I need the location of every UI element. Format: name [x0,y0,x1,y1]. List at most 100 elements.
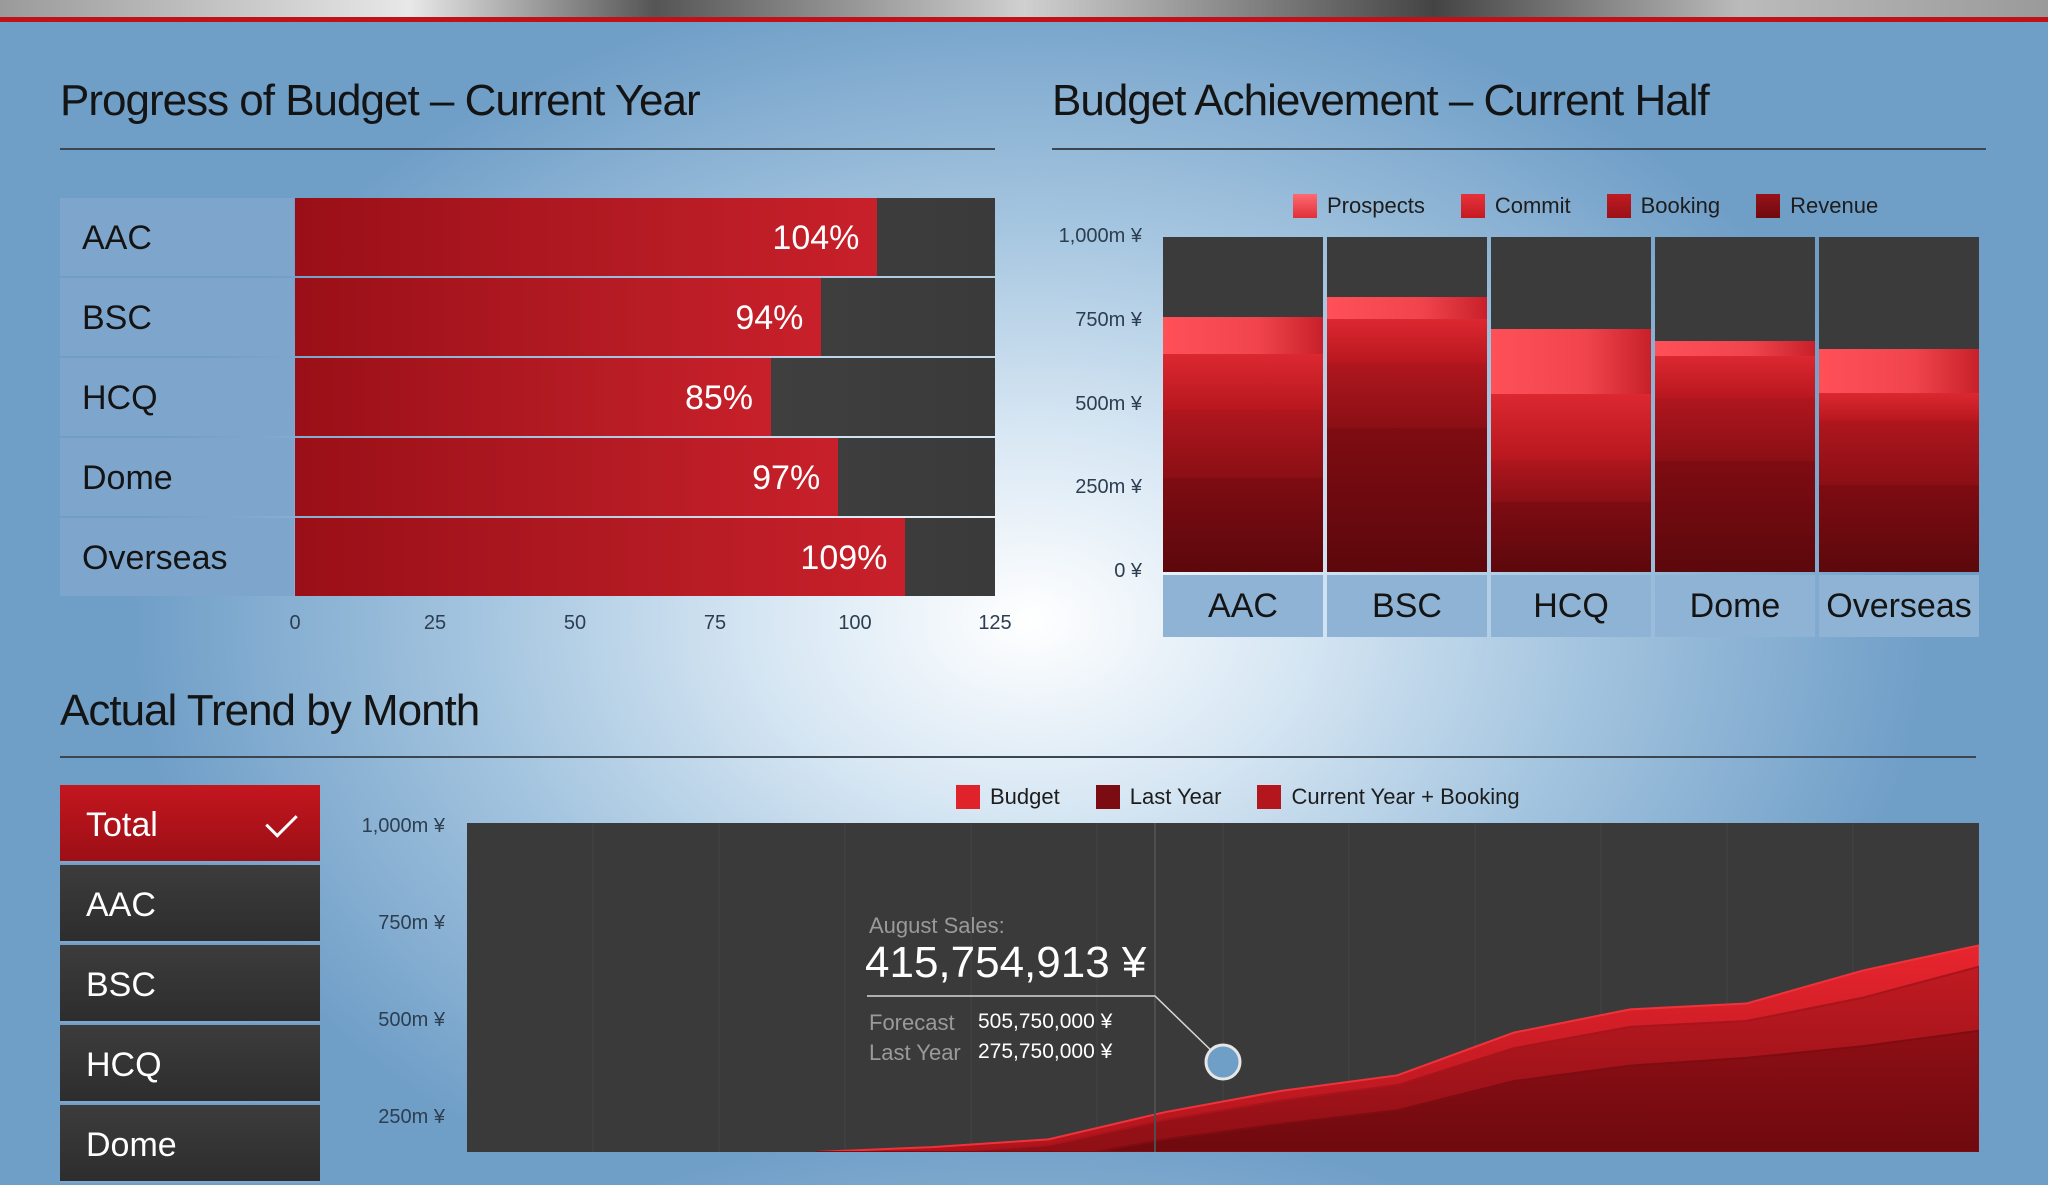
progress-bar [295,198,878,276]
area-last-year [815,1029,1979,1152]
progress-bar [295,278,822,356]
column-dome [1655,237,1815,572]
progress-x-tick: 50 [563,612,587,634]
progress-bar-chart: AAC 104% BSC 94% HCQ 85% Dome 97% Overseas 109% [60,198,995,628]
segment-revenue [1163,478,1323,572]
checkmark-icon [265,805,298,838]
achievement-y-tick: 500m ¥ [1075,392,1142,415]
achievement-y-tick: 0 ¥ [1114,560,1142,582]
segment-revenue [1819,484,1979,572]
progress-row-label: AAC [60,198,294,276]
column-aac [1163,237,1323,572]
trend-y-tick: 1,000m ¥ [361,815,445,837]
column-label-aac: AAC [1163,575,1323,637]
progress-value-label: 85% [684,379,753,417]
tooltip-caption: August Sales: [869,913,1005,938]
column-label-dome: Dome [1655,575,1815,637]
august-data-point [1204,1043,1242,1081]
achievement-stacked-chart [1163,237,1980,572]
menu-item-label: Total [86,806,158,844]
segment-prospects [1163,317,1323,355]
progress-x-tick: 0 [289,612,301,634]
progress-bar [295,518,906,596]
segment-revenue [1491,501,1651,572]
column-hcq [1491,237,1651,572]
progress-bar [295,438,839,516]
segment-booking [1819,421,1979,485]
trend-legend: Budget Last Year Current Year + Booking [956,784,1556,810]
trend-y-tick: 500m ¥ [378,1009,445,1031]
progress-x-tick: 100 [838,612,872,634]
segment-revenue [1327,427,1487,572]
progress-title: Progress of Budget – Current Year [60,76,701,125]
trend-divider [60,756,1976,758]
achievement-y-tick: 1,000m ¥ [1058,225,1142,247]
achievement-y-tick: 750m ¥ [1075,308,1142,331]
column-label-bsc: BSC [1327,575,1487,637]
progress-row-label: BSC [60,278,294,356]
progress-x-tick: 125 [978,612,1012,634]
legend-current-year-booking: Current Year + Booking [1257,784,1520,810]
segment-commit [1655,355,1815,398]
menu-item-aac[interactable]: AAC [60,865,320,943]
menu-item-label: AAC [86,886,156,924]
progress-bar [295,358,771,436]
progress-row-label: HCQ [60,358,294,436]
tooltip-last-year-value: 275,750,000 ¥ [978,1040,1113,1063]
menu-item-label: BSC [86,966,156,1004]
segment-booking [1655,397,1815,462]
segment-prospects [1327,297,1487,320]
trend-area-chart [467,823,1979,1152]
menu-item-bsc[interactable]: BSC [60,945,320,1023]
segment-prospects [1491,329,1651,395]
segment-commit [1163,354,1323,410]
achievement-y-tick: 250m ¥ [1075,476,1142,499]
achievement-title: Budget Achievement – Current Half [1052,76,1710,125]
progress-row-hcq: HCQ 85% [60,358,995,436]
tooltip-forecast-label: Forecast [869,1010,955,1035]
progress-row-label: Dome [60,438,294,516]
segment-commit [1819,392,1979,422]
menu-item-hcq[interactable]: HCQ [60,1025,320,1103]
top-banner [0,0,2048,22]
menu-item-label: Dome [86,1126,177,1164]
tooltip-leader-line [867,995,1221,1060]
segment-commit [1491,394,1651,460]
segment-booking [1327,362,1487,428]
tooltip-forecast-value: 505,750,000 ¥ [978,1010,1113,1033]
column-label-overseas: Overseas [1819,575,1979,637]
progress-value-label: 104% [772,219,860,257]
segment-revenue [1655,461,1815,572]
legend-revenue: Revenue [1756,193,1878,219]
progress-row-overseas: Overseas 109% [60,518,995,596]
legend-prospects: Prospects [1293,193,1425,219]
achievement-legend: Prospects Commit Booking Revenue [1293,193,1914,219]
progress-row-dome: Dome 97% [60,438,995,516]
menu-item-dome[interactable]: Dome [60,1105,320,1183]
column-overseas [1819,237,1979,572]
legend-commit: Commit [1460,193,1571,219]
segment-commit [1327,319,1487,363]
trend-y-tick: 250m ¥ [378,1106,445,1128]
menu-item-label: HCQ [86,1046,162,1084]
progress-value-label: 109% [800,539,888,577]
legend-last-year: Last Year [1095,784,1221,810]
progress-value-label: 94% [735,299,804,337]
tooltip-value: 415,754,913 ¥ [865,938,1147,987]
menu-item-total[interactable]: Total [60,785,320,863]
tooltip-last-year-label: Last Year [869,1040,961,1065]
progress-row-label: Overseas [60,518,294,596]
column-label-hcq: HCQ [1491,575,1651,637]
segment-booking [1491,459,1651,502]
progress-value-label: 97% [752,459,821,497]
legend-booking: Booking [1606,193,1720,219]
progress-row-bsc: BSC 94% [60,278,995,356]
trend-y-tick: 750m ¥ [378,912,445,934]
progress-x-axis: 0 25 50 75 100 125 [289,612,1011,642]
progress-row-aac: AAC 104% [60,198,995,276]
column-bsc [1327,237,1487,572]
achievement-divider [1052,148,1986,150]
progress-x-tick: 25 [423,612,447,634]
segment-booking [1163,409,1323,479]
progress-x-tick: 75 [703,612,727,634]
